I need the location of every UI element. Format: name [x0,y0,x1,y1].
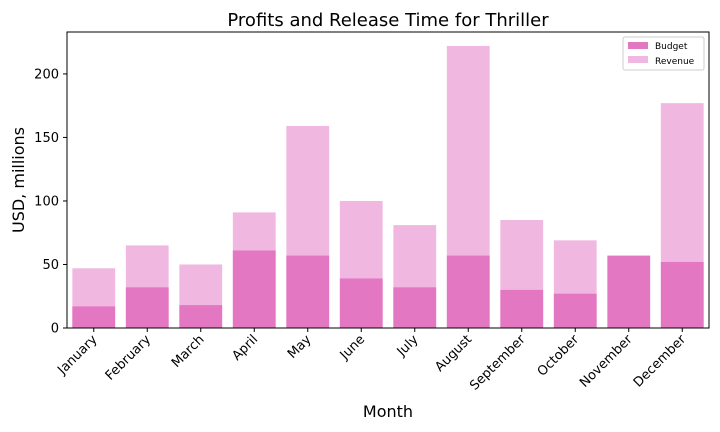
y-tick-label: 0 [51,322,59,337]
legend-swatch-budget [628,42,648,49]
y-tick-label: 50 [42,258,59,273]
x-tick-label-october: October [535,332,583,380]
bar-budget-may [286,255,330,328]
x-tick-label-september: September [467,332,529,394]
x-tick-label-july: July [394,332,422,360]
x-tick-label-may: May [285,332,315,362]
bar-budget-december [660,261,704,328]
chart-title: Profits and Release Time for Thriller [227,10,549,31]
x-tick-label-february: February [103,332,155,384]
bar-budget-january [72,306,116,328]
x-tick-label-june: June [337,332,368,363]
bar-budget-july [393,287,437,328]
x-axis: January February March April May June July Augu… [54,328,690,394]
legend-swatch-revenue [628,56,648,63]
bar-budget-august [446,255,490,328]
y-tick-label: 100 [34,194,59,209]
legend-label-revenue: Revenue [655,57,695,67]
bar-budget-march [179,305,223,328]
bar-budget-november [607,255,651,328]
legend: Budget Revenue [622,36,705,71]
x-tick-label-april: April [229,332,261,364]
x-tick-label-august: August [432,332,475,375]
x-tick-label-january: January [54,332,100,378]
bar-budget-april [232,250,276,328]
plot-frame [66,31,710,329]
bar-budget-september [500,289,544,328]
x-tick-label-december: December [631,332,690,391]
y-tick-label: 150 [34,131,59,146]
x-tick-label-march: March [169,332,208,371]
bars-group [72,45,704,329]
bar-budget-february [125,287,169,328]
y-axis-label: USD, millions [9,127,28,233]
y-tick-label: 200 [34,67,59,82]
legend-label-budget: Budget [655,42,688,52]
y-axis: 0 50 100 150 200 [34,67,67,337]
bar-budget-june [339,278,383,328]
x-axis-label: Month [363,402,413,421]
bar-budget-october [553,293,597,328]
x-tick-label-november: November [577,332,636,391]
